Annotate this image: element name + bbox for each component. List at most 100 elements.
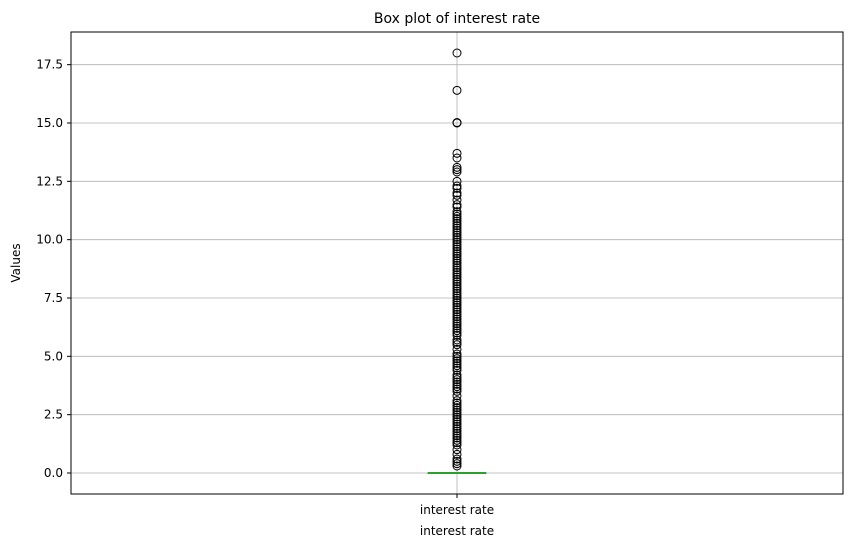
outlier-point bbox=[452, 267, 462, 277]
outlier-point bbox=[452, 335, 462, 345]
outlier-point bbox=[452, 167, 462, 177]
y-axis-ticks: 0.0 2.5 5.0 7.5 10.0 12.5 15.0 17.5 bbox=[36, 58, 71, 480]
outlier-point bbox=[452, 419, 462, 429]
y-tick-label: 5.0 bbox=[44, 349, 63, 363]
outlier-point bbox=[452, 293, 462, 303]
outlier-point bbox=[452, 239, 462, 249]
outlier-point bbox=[452, 431, 462, 441]
outlier-point bbox=[452, 407, 462, 417]
outlier-point bbox=[452, 433, 462, 443]
outlier-point bbox=[452, 148, 462, 158]
outlier-point bbox=[452, 181, 462, 191]
outlier-point bbox=[452, 398, 462, 408]
outlier-point bbox=[452, 270, 462, 280]
outlier-point bbox=[452, 265, 462, 275]
outlier-point bbox=[452, 214, 462, 224]
outlier-point bbox=[452, 316, 462, 326]
outlier-point bbox=[452, 218, 462, 228]
outlier-point bbox=[452, 319, 462, 329]
outlier-point bbox=[452, 314, 462, 324]
outlier-point bbox=[452, 358, 462, 368]
outlier-point bbox=[452, 211, 462, 221]
outlier-point bbox=[452, 309, 462, 319]
outlier-point bbox=[452, 438, 462, 448]
outlier-point bbox=[452, 428, 462, 438]
outlier-point bbox=[452, 372, 462, 382]
outlier-point bbox=[452, 223, 462, 233]
outlier-point bbox=[452, 253, 462, 263]
outlier-point bbox=[452, 445, 462, 455]
outlier-point bbox=[452, 405, 462, 415]
outlier-point bbox=[452, 244, 462, 254]
outlier-point bbox=[452, 456, 462, 466]
outlier-point bbox=[452, 272, 462, 282]
outlier-point bbox=[452, 200, 462, 210]
outlier-point bbox=[452, 153, 462, 163]
outlier-point bbox=[452, 85, 462, 95]
outlier-point bbox=[452, 377, 462, 387]
outlier-point bbox=[452, 349, 462, 359]
outlier-point bbox=[452, 263, 462, 273]
y-tick-label: 0.0 bbox=[44, 466, 63, 480]
outlier-point bbox=[452, 249, 462, 259]
outlier-point bbox=[452, 209, 462, 219]
outlier-point bbox=[452, 195, 462, 205]
outlier-point bbox=[452, 382, 462, 392]
y-tick-label: 12.5 bbox=[36, 174, 63, 188]
outlier-point bbox=[452, 242, 462, 252]
outlier-point bbox=[452, 188, 462, 198]
outlier-point bbox=[452, 274, 462, 284]
outlier-point bbox=[452, 330, 462, 340]
y-axis-label: Values bbox=[9, 243, 23, 282]
outlier-point bbox=[452, 235, 462, 245]
outlier-point bbox=[452, 328, 462, 338]
outlier-point bbox=[452, 351, 462, 361]
outlier-point bbox=[452, 162, 462, 172]
outlier-point bbox=[452, 417, 462, 427]
outlier-point bbox=[452, 323, 462, 333]
outlier-point bbox=[452, 370, 462, 380]
outlier-point bbox=[452, 384, 462, 394]
outlier-point bbox=[452, 356, 462, 366]
outlier-point bbox=[452, 302, 462, 312]
outlier-layer bbox=[452, 48, 462, 471]
y-tick-label: 7.5 bbox=[44, 291, 63, 305]
outlier-point bbox=[452, 286, 462, 296]
outlier-point bbox=[452, 344, 462, 354]
y-tick-label: 15.0 bbox=[36, 116, 63, 130]
outlier-point bbox=[452, 337, 462, 347]
outlier-point bbox=[452, 165, 462, 175]
outlier-point bbox=[452, 281, 462, 291]
outlier-point bbox=[452, 232, 462, 242]
outlier-point bbox=[452, 288, 462, 298]
outlier-point bbox=[452, 291, 462, 301]
outlier-point bbox=[452, 48, 462, 58]
outlier-point bbox=[452, 312, 462, 322]
outlier-point bbox=[452, 237, 462, 247]
outlier-point bbox=[452, 279, 462, 289]
x-axis-ticks: interest rate bbox=[420, 494, 494, 517]
y-tick-label: 10.0 bbox=[36, 233, 63, 247]
outlier-point bbox=[452, 449, 462, 459]
outlier-point bbox=[452, 454, 462, 464]
outlier-point bbox=[452, 326, 462, 336]
outlier-point bbox=[452, 403, 462, 413]
outlier-point bbox=[452, 459, 462, 469]
outlier-point bbox=[452, 321, 462, 331]
outlier-point bbox=[452, 258, 462, 268]
outlier-point bbox=[452, 216, 462, 226]
outlier-point bbox=[452, 424, 462, 434]
outlier-point bbox=[452, 300, 462, 310]
outlier-point bbox=[452, 277, 462, 287]
outlier-point bbox=[452, 307, 462, 317]
outlier-point bbox=[452, 440, 462, 450]
outlier-point bbox=[452, 225, 462, 235]
outlier-point bbox=[452, 230, 462, 240]
outlier-point bbox=[452, 176, 462, 186]
outlier-point bbox=[452, 461, 462, 471]
outlier-point bbox=[452, 190, 462, 200]
outlier-point bbox=[452, 246, 462, 256]
outlier-point bbox=[452, 426, 462, 436]
outlier-point bbox=[452, 207, 462, 217]
